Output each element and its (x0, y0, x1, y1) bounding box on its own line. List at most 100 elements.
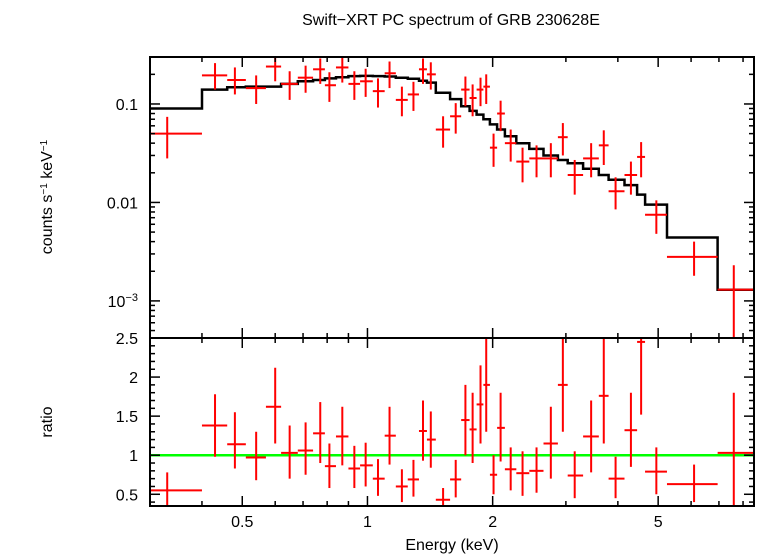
ratio-data-point (150, 472, 202, 506)
ratio-data-points (150, 338, 754, 506)
spectrum-data-point (348, 71, 361, 100)
ratio-data-point (645, 447, 667, 495)
y-tick-label: 10−3 (108, 292, 138, 311)
y-tick-label: 0.1 (116, 97, 138, 114)
ratio-data-point (516, 451, 530, 496)
x-tick-label: 0.5 (231, 514, 253, 531)
ratio-data-point (483, 338, 490, 432)
y-tick-label: 2 (129, 370, 138, 387)
ratio-data-point (567, 451, 584, 499)
ratio-data-point (348, 445, 361, 489)
spectrum-panel: 0.1 0.01 10−3 (107, 57, 754, 338)
spectrum-data-point (313, 58, 325, 84)
y-tick-label: 0.5 (116, 487, 138, 504)
ratio-data-point (435, 488, 451, 506)
spectrum-data-point (265, 57, 282, 82)
spectrum-data-point (469, 84, 477, 117)
y-tick-label: 1 (129, 448, 138, 465)
ratio-data-point (504, 447, 517, 491)
spectrum-data-point (717, 265, 754, 338)
ratio-data-point (265, 367, 282, 444)
ratio-data-point (608, 456, 625, 499)
spectrum-y-tick-labels: 0.1 0.01 10−3 (107, 97, 138, 311)
ratio-data-point (717, 392, 754, 506)
ratio-data-point (529, 447, 544, 493)
spectrum-data-point (324, 72, 336, 102)
ratio-data-point (418, 400, 427, 461)
spectrum-data-point (201, 63, 228, 90)
spectrum-data-point (583, 143, 599, 178)
spectrum-data-point (395, 86, 408, 117)
spectrum-data-point (297, 65, 314, 93)
ratio-data-point (407, 459, 419, 497)
ratio-data-point (324, 443, 336, 489)
spectrum-data-point (435, 116, 451, 148)
ratio-data-point (583, 400, 599, 473)
ratio-data-point (497, 392, 505, 462)
ratio-y-axis-label: ratio (39, 406, 56, 437)
spectrum-data-point (608, 177, 625, 210)
ratio-plot-frame (149, 337, 755, 507)
ratio-data-point (201, 394, 228, 457)
ratio-data-point (297, 422, 314, 475)
spectrum-data-point (543, 143, 558, 178)
ratio-panel: 0.5 1 1.5 2 2.5 0.5 1 2 5 (116, 331, 754, 531)
y-tick-label: 0.01 (107, 195, 138, 212)
ratio-data-point (313, 402, 325, 464)
ratio-data-point (624, 392, 638, 467)
ratio-data-point (489, 455, 498, 495)
ratio-axis-ticks (149, 337, 754, 506)
spectrum-data-point (557, 123, 568, 156)
spectrum-data-point (372, 78, 385, 108)
ratio-data-point (395, 469, 408, 503)
spectrum-data-point (461, 76, 470, 107)
model-step-line (150, 74, 754, 291)
spectrum-data-point (567, 159, 584, 195)
ratio-data-point (360, 442, 373, 487)
ratio-data-point (666, 464, 718, 503)
spectrum-data-point (516, 147, 530, 183)
y-tick-label: 2.5 (116, 331, 138, 348)
spectrum-data-point (150, 116, 202, 159)
spectrum-data-point (624, 161, 638, 195)
spectrum-data-point (645, 200, 667, 234)
spectrum-data-point (360, 68, 373, 97)
ratio-data-point (384, 406, 396, 465)
x-tick-label: 5 (654, 514, 663, 531)
spectrum-data-point (489, 133, 498, 167)
spectrum-data-point (450, 103, 462, 134)
spectrum-data-point (418, 58, 427, 84)
spectrum-data-point (529, 145, 544, 178)
ratio-data-point (543, 406, 558, 479)
ratio-data-point (469, 392, 477, 464)
ratio-data-point (227, 412, 246, 469)
ratio-data-point (637, 338, 646, 415)
x-axis-label: Energy (keV) (405, 537, 498, 554)
y-tick-label: 1.5 (116, 409, 138, 426)
spectrum-data-point (227, 67, 246, 95)
x-tick-label: 2 (488, 514, 497, 531)
spectrum-data-point (666, 241, 718, 276)
spectrum-data-point (335, 57, 349, 83)
ratio-data-point (372, 459, 385, 496)
ratio-data-point (557, 338, 568, 432)
spectrum-data-point (497, 100, 505, 132)
ratio-data-point (461, 384, 470, 456)
spectrum-data-point (281, 71, 298, 100)
spectrum-data-point (426, 62, 436, 90)
x-tick-label: 1 (363, 514, 372, 531)
ratio-data-point (335, 406, 349, 466)
ratio-data-point (245, 431, 266, 481)
ratio-data-point (426, 411, 436, 468)
chart-title: Swift−XRT PC spectrum of GRB 230628E (302, 12, 600, 29)
spectrum-data-point (384, 61, 396, 89)
spectrum-data-point (504, 129, 517, 162)
ratio-data-point (476, 365, 484, 444)
spectrum-data-point (245, 75, 266, 104)
ratio-data-point (450, 459, 462, 498)
ratio-data-point (598, 338, 609, 444)
spectrum-data-point (476, 77, 484, 107)
ratio-tick-labels: 0.5 1 1.5 2 2.5 0.5 1 2 5 (116, 331, 663, 531)
model-curve-group (150, 74, 754, 291)
